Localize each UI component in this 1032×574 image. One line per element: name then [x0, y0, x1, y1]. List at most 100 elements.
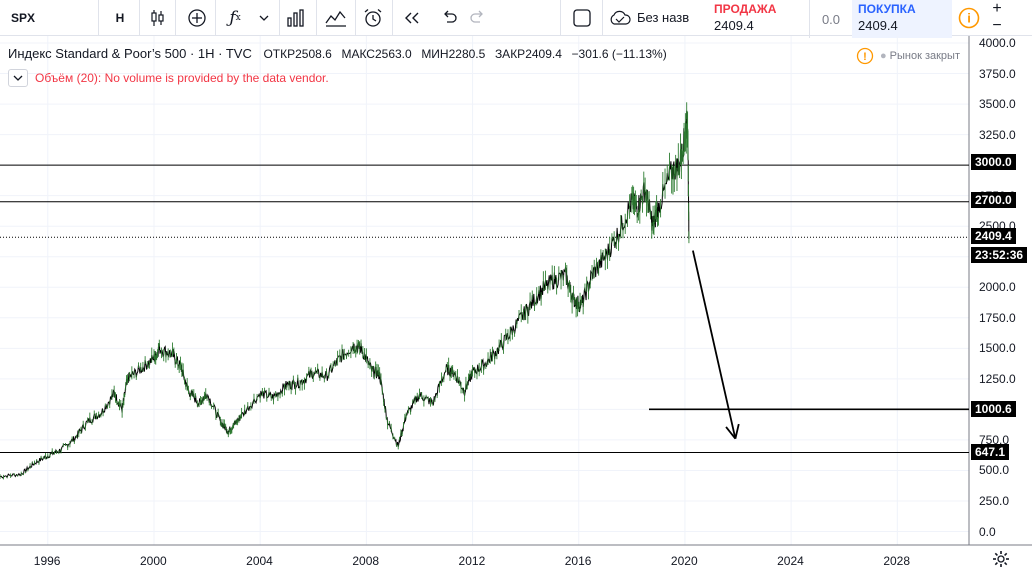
- time-tick-label: 2020: [670, 554, 698, 568]
- compare-button[interactable]: [322, 0, 350, 35]
- price-tick-label: 750.0: [979, 432, 1010, 447]
- toolbar-divider: [355, 0, 356, 35]
- legend-close-label: ЗАКР: [494, 47, 526, 61]
- toolbar-divider: [560, 0, 561, 35]
- symbol-label: SPX: [10, 10, 35, 25]
- chart-canvas[interactable]: [0, 36, 1032, 574]
- price-tick-label: 2000.0: [979, 280, 1016, 295]
- chevron-down-icon: [13, 75, 23, 81]
- price-tick-label: 250.0: [979, 493, 1010, 508]
- chart-type-button[interactable]: [146, 0, 170, 35]
- price-tick-label: 3250.0: [979, 127, 1016, 142]
- price-label-1000: 1000.6: [971, 401, 1016, 417]
- svg-text:i: i: [967, 10, 971, 25]
- redo-icon: [470, 10, 483, 23]
- spread: 0.0: [821, 11, 841, 27]
- chart-grid: [0, 36, 969, 545]
- market-status-label: Рынок закрыт: [889, 50, 960, 62]
- legend-open: 2508.6: [295, 47, 332, 61]
- legend-high-label: МАКС: [341, 47, 375, 61]
- buy-price: 2409.4: [858, 18, 898, 33]
- price-tick-label: 1250.0: [979, 371, 1016, 386]
- toolbar-divider: [392, 0, 393, 35]
- price-label-647: 647.1: [971, 444, 1010, 460]
- toolbar-divider: [602, 0, 603, 35]
- countdown-label: 23:52:36: [971, 247, 1028, 263]
- bar-chart-icon: [287, 8, 304, 27]
- price-series: [0, 102, 690, 480]
- candles-icon: [151, 9, 164, 26]
- time-tick-label: 2028: [883, 554, 911, 568]
- info-icon: i: [958, 7, 980, 28]
- legend-high: 2563.0: [374, 47, 412, 61]
- chart-legend: Индекс Standard & Poor’s 500 · 1H · TVC …: [8, 46, 667, 61]
- time-tick-label: 1996: [33, 554, 61, 568]
- time-tick-label: 2000: [139, 554, 167, 568]
- layout-name: Без назв: [637, 10, 690, 25]
- crosshair-plus-icon: [188, 8, 206, 27]
- market-status: ! ● Рынок закрыт: [856, 47, 960, 65]
- interval-label: H: [115, 10, 125, 25]
- collapse-legend-button[interactable]: [8, 69, 28, 87]
- info-button[interactable]: i: [955, 0, 983, 35]
- price-tick-label: 3500.0: [979, 97, 1016, 112]
- time-tick-label: 2016: [564, 554, 592, 568]
- fullscreen-checkbox[interactable]: [568, 0, 596, 35]
- toolbar-divider: [98, 0, 99, 35]
- alert-clock-icon: [364, 8, 382, 27]
- price-label-2700: 2700.0: [971, 192, 1016, 208]
- price-tick-label: 3750.0: [979, 66, 1016, 81]
- minus-icon[interactable]: −: [992, 17, 1002, 34]
- arrow-head: [734, 423, 740, 439]
- compare-icon: [325, 10, 346, 27]
- toolbar-divider: [175, 0, 176, 35]
- interval-button[interactable]: H: [108, 0, 132, 35]
- sell-label: ПРОДАЖА: [714, 2, 777, 16]
- templates-button[interactable]: [283, 0, 309, 35]
- undo-button[interactable]: [436, 0, 462, 35]
- price-label-3000: 3000.0: [971, 154, 1016, 170]
- toolbar-divider: [215, 0, 216, 35]
- fx-dropdown[interactable]: [254, 0, 274, 35]
- forecast-arrow[interactable]: [692, 250, 740, 440]
- price-tick-label: 4000.0: [979, 36, 1016, 50]
- last-price-label: 2409.4: [971, 228, 1016, 244]
- plus-icon[interactable]: +: [992, 0, 1002, 17]
- horizontal-levels: [0, 164, 969, 453]
- indicators-button[interactable]: [184, 0, 210, 35]
- redo-button[interactable]: [465, 0, 491, 35]
- settings-button[interactable]: [990, 548, 1012, 570]
- time-tick-label: 2012: [458, 554, 486, 568]
- save-layout-button[interactable]: Без назв: [608, 0, 692, 35]
- toolbar-divider: [139, 0, 140, 35]
- arrow-shaft[interactable]: [692, 250, 737, 439]
- legend-low: 2280.5: [448, 47, 486, 61]
- sell-price: 2409.4: [714, 18, 754, 33]
- price-line: [0, 110, 690, 479]
- replay-button[interactable]: [399, 0, 425, 35]
- buy-label: ПОКУПКА: [858, 2, 916, 16]
- price-tick-label: 500.0: [979, 463, 1010, 478]
- price-tick-label: 1750.0: [979, 310, 1016, 325]
- legend-title: Индекс Standard & Poor’s 500 · 1H · TVC: [8, 46, 252, 61]
- symbol-search-button[interactable]: SPX: [4, 0, 42, 35]
- toolbar-divider: [316, 0, 317, 35]
- buy-button[interactable]: ПОКУПКА 2409.4: [852, 0, 952, 38]
- sell-button[interactable]: ПРОДАЖА 2409.4: [708, 0, 810, 38]
- legend-close: 2409.4: [525, 47, 562, 61]
- arrow-head: [725, 426, 737, 440]
- replay-icon: [405, 12, 419, 23]
- warning-icon: !: [856, 47, 874, 65]
- legend-low-label: МИН: [421, 47, 449, 61]
- legend-open-label: ОТКР: [263, 47, 296, 61]
- chevron-down-icon: [259, 15, 269, 21]
- legend-change: −301.6 (−11.13%): [571, 47, 667, 61]
- price-tick-label: 1500.0: [979, 341, 1016, 356]
- undo-icon: [444, 10, 457, 23]
- alert-button[interactable]: [360, 0, 386, 35]
- gear-icon: [993, 551, 1009, 567]
- cloud-check-icon: [610, 10, 631, 25]
- time-tick-label: 2004: [246, 554, 273, 568]
